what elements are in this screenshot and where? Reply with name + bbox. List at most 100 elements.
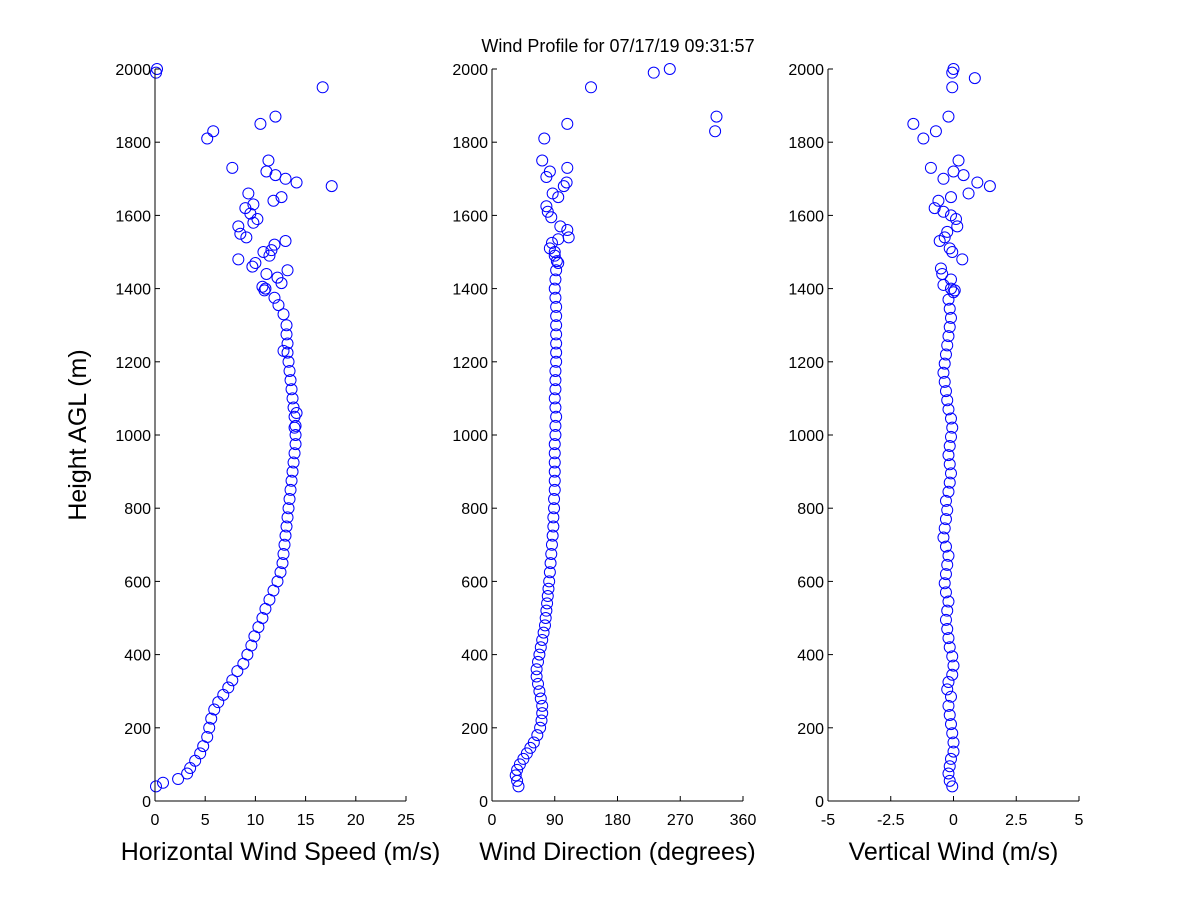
horizontal-wind-speed-y-tick-label: 600 [124,574,151,591]
wind-direction-data-point [548,438,561,451]
vertical-wind-data-point [950,213,963,226]
vertical-wind-x-tick-label: -5 [821,812,835,829]
vertical-wind-data-point [947,286,960,299]
vertical-wind-data-point [939,613,952,626]
wind-direction-data-point [531,729,544,742]
vertical-wind-data-point [983,180,996,193]
vertical-wind-data-point [942,595,955,608]
wind-direction-data-point [536,154,549,167]
wind-direction-data-point [552,233,565,246]
wind-direction-y-tick-label: 0 [479,794,488,811]
horizontal-wind-speed-data-point [231,665,244,678]
horizontal-wind-speed-data-point [256,612,269,624]
horizontal-wind-speed-data-point [150,780,163,793]
vertical-wind-data-point [944,412,957,425]
wind-direction-data-point [549,374,562,387]
horizontal-wind-speed-data-point [279,529,292,542]
vertical-wind-data-point [939,586,952,599]
wind-direction-data-point [548,456,561,469]
vertical-wind-data-point [941,558,954,571]
vertical-wind-data-point [943,476,956,489]
wind-direction-data-point [532,677,545,690]
vertical-wind-data-point [937,172,950,185]
horizontal-wind-speed-y-ticks: 0 200 400 600 800 1000 1200 1400 1600 1800 2000 [115,62,160,811]
wind-direction-data-point [550,319,563,332]
wind-direction-data-point [552,191,565,204]
wind-direction-y-tick-label: 1400 [452,282,488,299]
vertical-wind-y-tick-label: 1000 [788,428,824,445]
horizontal-wind-speed-data-point [269,169,282,182]
horizontal-wind-speed-data-point [232,253,245,266]
horizontal-wind-speed-data-point [278,538,291,551]
wind-direction-data-point [550,410,563,423]
wind-direction-data-point [548,483,561,496]
wind-direction-data-point [549,291,562,304]
wind-direction-data-point [585,81,598,94]
vertical-wind-data-point [928,202,941,215]
wind-direction-data-point [548,474,561,487]
wind-direction-data-point [544,557,557,570]
vertical-wind-x-tick-label: 5 [1075,812,1084,829]
wind-direction-data-point [527,736,540,749]
wind-direction-data-point [534,692,547,705]
horizontal-wind-speed-x-tick-label: 15 [297,812,315,829]
vertical-wind-data-point [942,676,955,689]
wind-direction-data-point [550,337,563,350]
vertical-wind-data-point [944,718,957,731]
wind-direction-y-tick-label: 1200 [452,355,488,372]
vertical-wind-data-point [942,110,955,123]
vertical-wind-y-ticks: 0 200 400 600 800 1000 1200 1400 1600 1800 2000 [788,62,833,811]
horizontal-wind-speed-data-point [268,291,281,304]
horizontal-wind-speed-data-point [289,429,302,441]
horizontal-wind-speed-data-point [246,260,259,273]
horizontal-wind-speed-data-point [226,161,239,174]
horizontal-wind-speed-data-point [217,688,230,701]
vertical-wind-data-point [942,699,955,712]
vertical-wind-data-point [947,659,960,672]
vertical-wind-data-point [934,262,947,275]
vertical-wind-data-point [943,760,956,773]
wind-direction-data-point [538,132,551,145]
horizontal-wind-speed-data-point [289,438,302,451]
wind-direction-data-point [538,619,551,632]
wind-direction-data-point [550,310,563,323]
horizontal-wind-speed-data-point [275,191,288,204]
wind-direction-data-point [550,255,563,268]
horizontal-wind-speed-data-point [275,277,288,290]
wind-direction-y-ticks: 0 200 400 600 800 1000 1200 1400 1600 1800 2000 [452,62,497,811]
vertical-wind-data-point [939,568,952,581]
horizontal-wind-speed-data-point [285,474,298,487]
wind-direction-data-point [709,125,722,138]
wind-direction-data-point [545,211,558,224]
wind-direction-data-point [540,604,553,617]
vertical-wind-data-point [938,522,951,535]
wind-direction-x-tick-label: 0 [488,812,497,829]
vertical-wind-data-point [938,577,951,590]
horizontal-wind-speed-data-point [286,392,299,405]
vertical-wind-data-point [943,641,956,654]
vertical-wind-data-point [944,690,957,703]
horizontal-wind-speed-data-point [194,747,207,760]
wind-direction-x-label: Wind Direction (degrees) [479,838,756,866]
vertical-wind-data-point [947,745,960,758]
horizontal-wind-speed-data-point [279,172,292,185]
wind-direction-data-point [545,236,558,249]
vertical-wind-y-tick-label: 0 [815,794,824,811]
wind-direction-x-tick-label: 180 [604,812,631,829]
vertical-wind-y-tick-label: 600 [797,574,824,591]
wind-direction-data-point [710,110,723,123]
wind-direction-data-point [540,200,553,213]
vertical-wind-data-point [941,339,954,352]
vertical-wind-data-point [944,752,957,765]
wind-direction-data-point [548,392,561,405]
vertical-wind-data-point [946,650,959,663]
wind-direction-data-point [557,180,570,193]
horizontal-wind-speed-data-point [277,308,290,321]
horizontal-wind-speed-data-point [150,66,163,79]
horizontal-wind-speed-x-label: Horizontal Wind Speed (m/s) [121,838,441,866]
horizontal-wind-speed-data-point [222,681,235,694]
wind-direction-data-point [545,538,558,551]
horizontal-wind-speed-y-tick-label: 2000 [115,62,151,79]
vertical-wind-data-point [932,194,945,207]
horizontal-wind-speed-data-point [281,337,294,350]
